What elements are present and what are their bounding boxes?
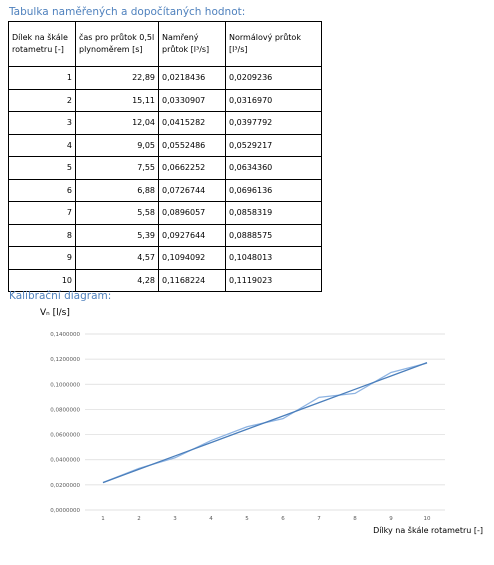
x-tick-label: 9 [389, 516, 393, 522]
y-axis-label: Vₙ [l/s] [40, 308, 70, 318]
table-row: 10 4,28 0,1168224 0,1119023 [8, 268, 322, 292]
y-tick-label: 0,1000000 [50, 382, 80, 388]
x-tick-label: 7 [317, 516, 321, 522]
table-cell: 5,58 [75, 201, 159, 225]
x-tick-label: 2 [137, 516, 141, 522]
x-tick-label: 6 [281, 516, 285, 522]
y-tick-label: 0,0800000 [50, 407, 80, 413]
chart-title: Kalibrační diagram: [9, 290, 112, 302]
table-cell: 4,28 [75, 268, 159, 292]
y-tick-label: 0,1200000 [50, 357, 80, 363]
header-row: Dílek na škále rotametru [-] čas pro průt… [8, 21, 322, 67]
table-row: 4 9,05 0,0552486 0,0529217 [8, 133, 322, 157]
table-heading: Tabulka naměřených a dopočítaných hodnot… [9, 6, 246, 18]
table-cell: 0,0662252 [158, 156, 226, 180]
column-header: Namřený průtok [l³/s] [158, 21, 226, 67]
x-tick-label: 5 [245, 516, 249, 522]
table-row: 7 5,58 0,0896057 0,0858319 [8, 201, 322, 225]
column-header: Dílek na škále rotametru [-] [8, 21, 76, 67]
table-cell: 0,0634360 [225, 156, 322, 180]
table-row: 1 22,89 0,0218436 0,0209236 [8, 66, 322, 90]
table-cell: 0,0858319 [225, 201, 322, 225]
table-cell: 0,0927644 [158, 223, 226, 247]
x-tick-label: 8 [353, 516, 357, 522]
table-row: 3 12,04 0,0415282 0,0397792 [8, 111, 322, 135]
x-tick-label: 3 [173, 516, 177, 522]
table-cell: 0,1119023 [225, 268, 322, 292]
table-row: 5 7,55 0,0662252 0,0634360 [8, 156, 322, 180]
y-tick-label: 0,0000000 [50, 508, 80, 514]
y-tick-label: 0,0400000 [50, 458, 80, 464]
column-header: čas pro průtok 0,5l plynoměrem [s] [75, 21, 159, 67]
table-cell: 7,55 [75, 156, 159, 180]
y-tick-label: 0,1400000 [50, 332, 80, 338]
x-tick-label: 1 [101, 516, 105, 522]
x-tick-label: 10 [424, 516, 431, 522]
table-cell: 4 [8, 133, 76, 157]
table-cell: 3 [8, 111, 76, 135]
x-tick-label: 4 [209, 516, 213, 522]
x-axis-label: Dílky na škále rotametru [-] [373, 525, 483, 535]
table-cell: 8 [8, 223, 76, 247]
table-row: 6 6,88 0,0726744 0,0696136 [8, 178, 322, 202]
table-cell: 5,39 [75, 223, 159, 247]
y-tick-label: 0,0600000 [50, 433, 80, 439]
y-tick-label: 0,0200000 [50, 483, 80, 489]
table-row: 2 15,11 0,0330907 0,0316970 [8, 88, 322, 112]
table-row: 8 5,39 0,0927644 0,0888575 [8, 223, 322, 247]
table-cell: 0,0696136 [225, 178, 322, 202]
column-header: Normálový průtok [l³/s] [225, 21, 322, 67]
data-line [102, 362, 428, 484]
table-cell: 0,0529217 [225, 133, 322, 157]
table-cell: 0,0397792 [225, 111, 322, 135]
data-table: Dílek na škále rotametru [-] čas pro průt… [8, 21, 322, 292]
table-cell: 0,0888575 [225, 223, 322, 247]
